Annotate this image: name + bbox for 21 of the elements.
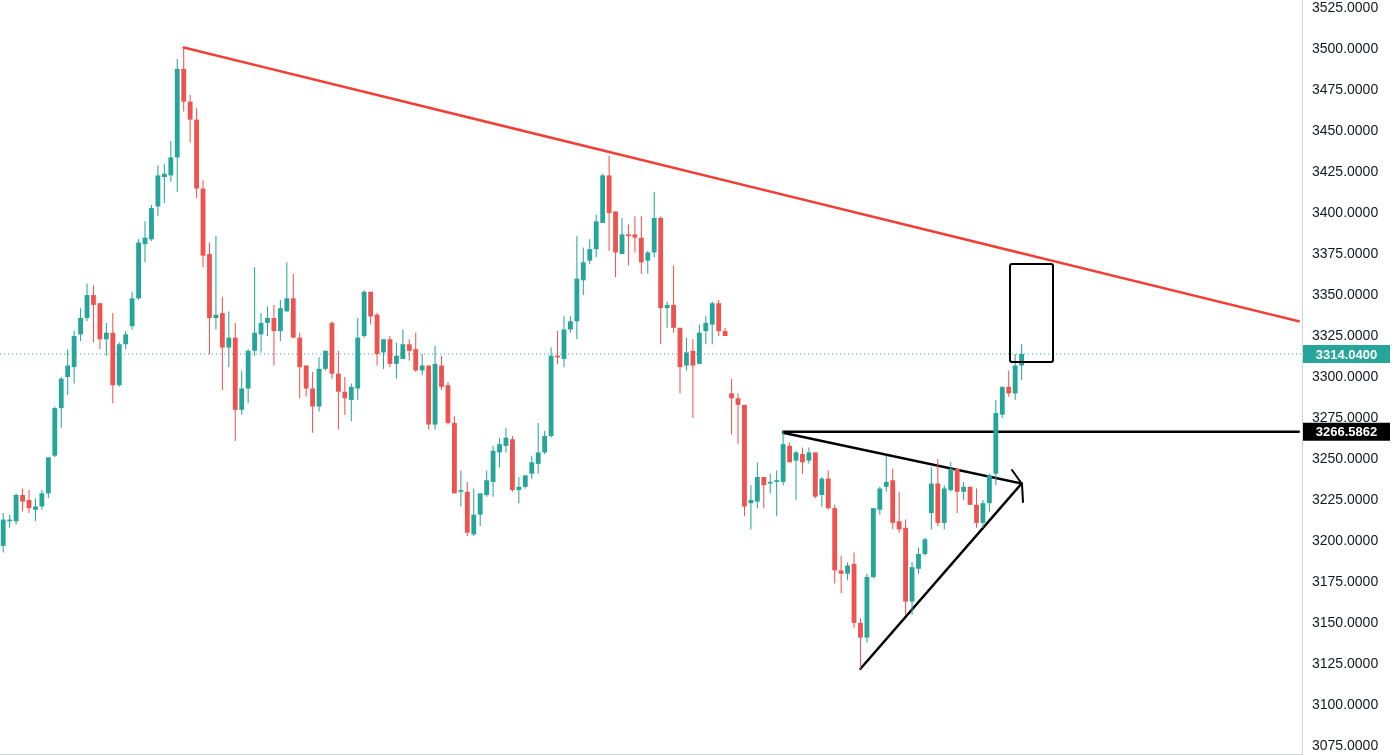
y-tick-label: 3175.0000	[1312, 572, 1379, 589]
y-tick-label: 3225.0000	[1312, 490, 1379, 507]
y-tick-label: 3350.0000	[1312, 285, 1379, 302]
ref-line-label: 3314.0400	[1315, 346, 1378, 362]
y-tick-label: 3375.0000	[1312, 244, 1379, 261]
y-tick-label: 3425.0000	[1312, 162, 1379, 179]
y-tick-label: 3150.0000	[1312, 613, 1379, 630]
y-tick-label: 3075.0000	[1312, 736, 1379, 753]
y-tick-label: 3250.0000	[1312, 449, 1379, 466]
y-tick-label: 3325.0000	[1312, 326, 1379, 343]
y-tick-label: 3100.0000	[1312, 695, 1379, 712]
y-tick-label: 3200.0000	[1312, 531, 1379, 548]
y-tick-label: 3275.0000	[1312, 408, 1379, 425]
data-label: 3266.5862	[1315, 424, 1378, 440]
y-tick-label: 3475.0000	[1312, 81, 1379, 98]
y-tick-label: 3525.0000	[1312, 0, 1379, 16]
y-tick-label: 3400.0000	[1312, 203, 1379, 220]
y-tick-label: 3450.0000	[1312, 121, 1379, 138]
y-tick-label: 3500.0000	[1312, 40, 1379, 57]
y-tick-label: 3125.0000	[1312, 654, 1379, 671]
y-tick-label: 3300.0000	[1312, 367, 1379, 384]
